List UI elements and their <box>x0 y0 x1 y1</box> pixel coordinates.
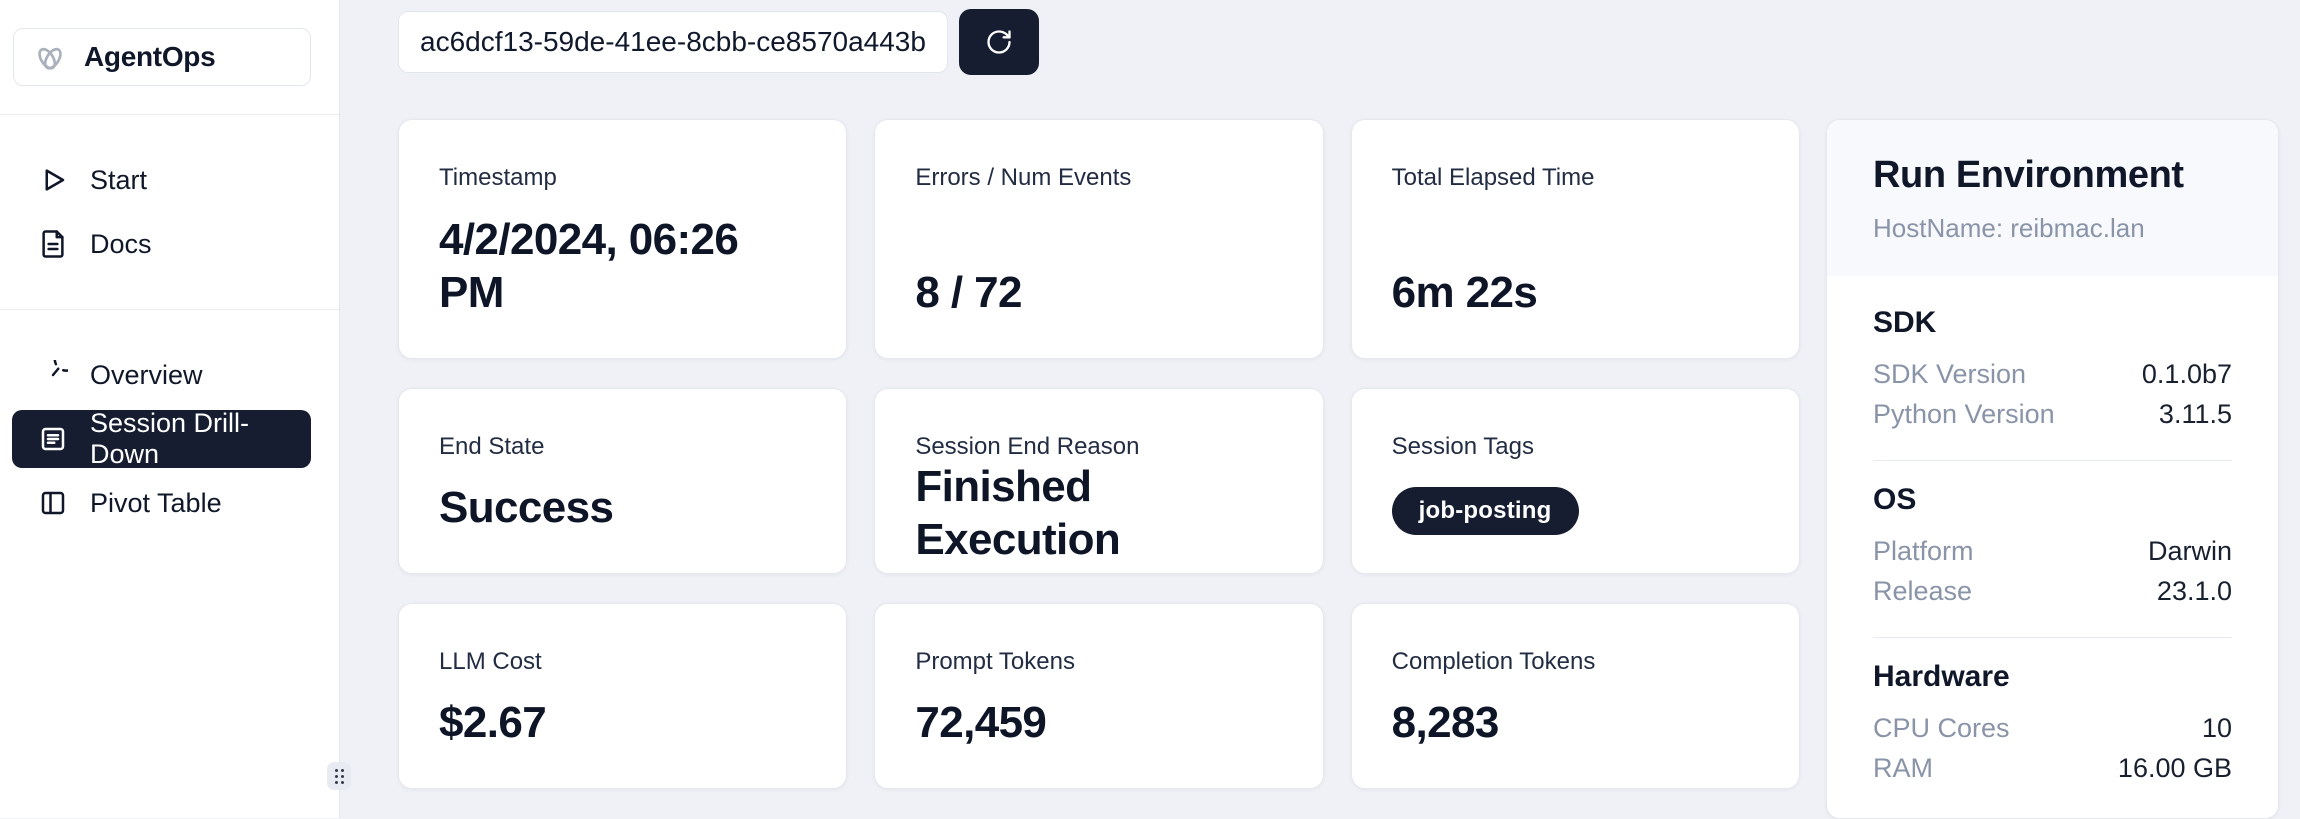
env-key: CPU Cores <box>1873 713 2010 743</box>
hostname-text: HostName: reibmac.lan <box>1873 213 2145 243</box>
document-icon <box>42 230 64 258</box>
env-key: SDK Version <box>1873 359 2027 389</box>
card-label: Errors / Num Events <box>915 164 1132 191</box>
card-label: LLM Cost <box>439 648 542 675</box>
env-section-os: OS Platform Darwin Release 23.1.0 <box>1873 483 2232 611</box>
sidebar-item-pivot-table[interactable]: Pivot Table <box>12 474 311 532</box>
card-completion-tokens: Completion Tokens 8,283 <box>1350 603 1800 789</box>
env-row: Release 23.1.0 <box>1873 571 2232 611</box>
logo-section: AgentOps <box>0 0 339 115</box>
card-value: 72,459 <box>915 698 1047 748</box>
list-box-icon <box>41 427 65 451</box>
env-key: Python Version <box>1873 399 2055 429</box>
sidebar-resize-handle[interactable] <box>327 762 351 790</box>
card-session-tags: Session Tags job-posting <box>1350 388 1800 574</box>
sidebar-item-session-drill-down[interactable]: Session Drill-Down <box>12 408 311 469</box>
sidebar-item-docs[interactable]: Docs <box>12 215 311 273</box>
env-row: Python Version 3.11.5 <box>1873 394 2232 434</box>
run-environment-panel: Run Environment HostName: reibmac.lan SD… <box>1826 119 2279 819</box>
grip-dots-icon <box>334 768 344 784</box>
split-panel-icon <box>41 491 65 515</box>
session-id-input[interactable] <box>398 11 948 73</box>
sidebar-item-start[interactable]: Start <box>12 151 311 209</box>
refresh-icon <box>987 30 1011 54</box>
sidebar-item-label: Docs <box>90 228 152 259</box>
env-value: Darwin <box>2147 536 2232 566</box>
env-value: 3.11.5 <box>2158 399 2232 429</box>
sidebar-item-label: Overview <box>90 359 203 390</box>
env-section-title: Hardware <box>1873 660 2010 693</box>
section-divider <box>1873 460 2232 461</box>
card-value: 8,283 <box>1391 698 1500 748</box>
session-tag-badge: job-posting <box>1391 487 1579 535</box>
env-row: RAM 16.00 GB <box>1873 748 2232 788</box>
env-key: Platform <box>1873 536 1974 566</box>
run-environment-title: Run Environment <box>1873 154 2184 196</box>
card-label: Total Elapsed Time <box>1391 164 1595 191</box>
card-label: Session Tags <box>1391 433 1534 460</box>
card-value: $2.67 <box>439 698 547 748</box>
env-section-hardware: Hardware CPU Cores 10 RAM 16.00 GB <box>1873 660 2232 788</box>
card-label: Prompt Tokens <box>915 648 1075 675</box>
metric-cards-grid: Timestamp 4/2/2024, 06:26 PM Errors / Nu… <box>398 119 1800 789</box>
card-label: Completion Tokens <box>1391 648 1596 675</box>
run-environment-header: Run Environment HostName: reibmac.lan <box>1827 120 2278 276</box>
card-session-end-reason: Session End Reason Finished Execution <box>874 388 1324 574</box>
env-section-sdk: SDK SDK Version 0.1.0b7 Python Version 3… <box>1873 306 2232 434</box>
card-value: 4/2/2024, 06:26 PM <box>439 215 739 318</box>
dashboard-content: Timestamp 4/2/2024, 06:26 PM Errors / Nu… <box>398 119 2280 819</box>
main-content: Timestamp 4/2/2024, 06:26 PM Errors / Nu… <box>341 0 2300 819</box>
card-value: Finished Execution <box>915 462 1121 564</box>
gauge-icon <box>51 360 68 377</box>
env-key: RAM <box>1873 753 1933 783</box>
card-label: Session End Reason <box>915 433 1140 460</box>
sidebar-item-label: Start <box>90 164 148 195</box>
section-divider <box>1873 637 2232 638</box>
env-row: Platform Darwin <box>1873 531 2232 571</box>
sidebar-nav-pages: Overview Session Drill-Down Pivot Table <box>0 310 339 568</box>
env-row: SDK Version 0.1.0b7 <box>1873 354 2232 394</box>
app-title: AgentOps <box>84 41 216 72</box>
card-errors-num-events: Errors / Num Events 8 / 72 <box>874 119 1324 359</box>
env-section-title: SDK <box>1873 306 1937 339</box>
topbar <box>398 9 2300 75</box>
card-llm-cost: LLM Cost $2.67 <box>398 603 848 789</box>
sidebar-item-overview[interactable]: Overview <box>12 346 311 404</box>
env-value: 23.1.0 <box>2156 576 2232 606</box>
env-value: 16.00 GB <box>2117 753 2232 783</box>
env-value: 0.1.0b7 <box>2141 359 2232 389</box>
play-icon <box>45 169 65 191</box>
env-key: Release <box>1873 576 1973 606</box>
run-environment-body: SDK SDK Version 0.1.0b7 Python Version 3… <box>1827 276 2278 818</box>
card-label: End State <box>439 433 545 460</box>
app-logo[interactable]: AgentOps <box>13 28 311 86</box>
sidebar-item-label: Session Drill-Down <box>90 408 250 469</box>
card-timestamp: Timestamp 4/2/2024, 06:26 PM <box>398 119 848 359</box>
card-end-state: End State Success <box>398 388 848 574</box>
sidebar-item-label: Pivot Table <box>90 487 222 518</box>
card-value: 6m 22s <box>1391 268 1538 318</box>
agentops-logo-icon <box>38 47 62 70</box>
card-value: 8 / 72 <box>915 268 1022 318</box>
sidebar-nav-top: Start Docs <box>0 115 339 310</box>
card-value: Success <box>439 483 614 533</box>
env-value: 10 <box>2201 713 2232 743</box>
refresh-button[interactable] <box>959 9 1039 75</box>
env-section-title: OS <box>1873 483 1917 516</box>
card-total-elapsed-time: Total Elapsed Time 6m 22s <box>1350 119 1800 359</box>
card-label: Timestamp <box>439 164 557 191</box>
env-row: CPU Cores 10 <box>1873 708 2232 748</box>
sidebar: AgentOps Start Docs Overview <box>0 0 340 818</box>
card-prompt-tokens: Prompt Tokens 72,459 <box>874 603 1324 789</box>
